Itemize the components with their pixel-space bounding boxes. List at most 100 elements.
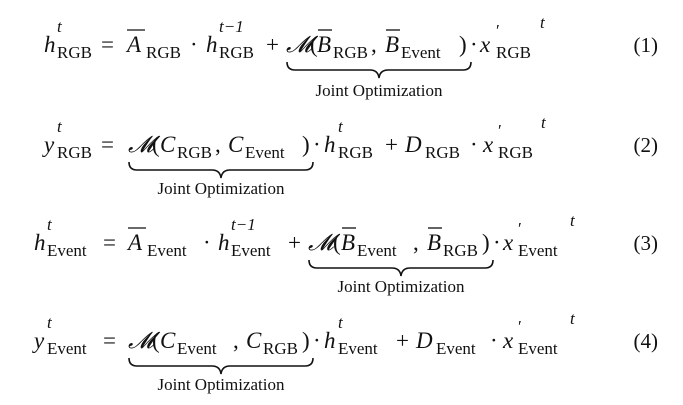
rgb-subscript: RGB [443,241,478,260]
d-symbol: D [404,132,422,157]
underbrace [286,61,472,79]
event-subscript: Event [147,241,187,260]
dot-operator: · [493,230,501,255]
event-subscript: Event [357,241,397,260]
b-symbol: B [385,32,399,57]
equals-sign: = [101,132,114,157]
prime-mark: ′ [496,21,500,40]
event-subscript: Event [518,241,558,260]
event-subscript: Event [231,241,271,260]
equation-1: h t RGB = A RGB · h t−1 RGB + 𝓜 ( B RGB … [0,0,683,100]
joint-optimization-label: Joint Optimization [315,81,443,100]
event-subscript: Event [177,339,217,358]
b-symbol: B [427,230,441,255]
left-paren: ( [152,132,160,157]
y-symbol: y [42,132,55,157]
rgb-subscript: RGB [219,43,254,62]
b-symbol: B [317,32,331,57]
dot-operator: · [313,328,321,353]
h-symbol: h [34,230,46,255]
h-symbol: h [44,32,56,57]
h-symbol: h [206,32,218,57]
t-superscript: t [338,313,344,332]
equation-2: y t RGB = 𝓜 ( C RGB , C Event ) · h t RG… [0,100,683,198]
equation-number: (2) [634,133,659,157]
joint-optimization-label: Joint Optimization [157,375,285,394]
plus-sign: + [396,328,409,353]
right-paren: ) [459,32,467,57]
a-symbol: A [126,230,143,255]
plus-sign: + [266,32,279,57]
underbrace [128,357,314,375]
h-symbol: h [218,230,230,255]
event-subscript: Event [436,339,476,358]
left-paren: ( [310,32,318,57]
t-minus-1-superscript: t−1 [231,215,256,234]
equation-1-svg: h t RGB = A RGB · h t−1 RGB + 𝓜 ( B RGB … [44,13,659,100]
t-superscript: t [47,313,53,332]
dot-operator: · [313,132,321,157]
d-symbol: D [415,328,433,353]
event-subscript: Event [401,43,441,62]
rgb-subscript: RGB [177,143,212,162]
x-symbol: x [502,328,514,353]
b-symbol: B [341,230,355,255]
a-symbol: A [125,32,142,57]
h-symbol: h [324,132,336,157]
right-paren: ) [302,328,310,353]
t-superscript: t [570,211,576,230]
t-superscript: t [47,215,53,234]
equation-4: y t Event = 𝓜 ( C Event , C RGB ) · h t … [0,296,683,394]
prime-mark: ′ [518,219,522,238]
dot-operator: · [470,132,478,157]
plus-sign: + [288,230,301,255]
equation-number: (1) [634,33,659,57]
rgb-subscript: RGB [146,43,181,62]
rgb-subscript: RGB [57,43,92,62]
event-subscript: Event [245,143,285,162]
event-subscript: Event [518,339,558,358]
comma: , [215,132,221,157]
equals-sign: = [103,328,116,353]
equation-number: (4) [634,329,659,353]
t-superscript: t [57,17,63,36]
dot-operator: · [490,328,498,353]
equation-number: (3) [634,231,659,255]
rgb-subscript: RGB [425,143,460,162]
dot-operator: · [470,32,478,57]
prime-mark: ′ [498,121,502,140]
dot-operator: · [190,32,198,57]
t-superscript: t [540,13,546,32]
c-symbol: C [160,328,176,353]
x-symbol: x [482,132,494,157]
joint-optimization-label: Joint Optimization [157,179,285,198]
event-subscript: Event [47,339,87,358]
x-symbol: x [479,32,491,57]
x-symbol: x [502,230,514,255]
rgb-subscript: RGB [498,143,533,162]
plus-sign: + [385,132,398,157]
right-paren: ) [302,132,310,157]
prime-mark: ′ [518,317,522,336]
underbrace [128,161,314,179]
dot-operator: · [203,230,211,255]
rgb-subscript: RGB [333,43,368,62]
h-symbol: h [324,328,336,353]
equation-3: h t Event = A Event · h t−1 Event + 𝓜 ( … [0,198,683,296]
joint-optimization-label: Joint Optimization [337,277,465,296]
rgb-subscript: RGB [496,43,531,62]
right-paren: ) [482,230,490,255]
equation-4-svg: y t Event = 𝓜 ( C Event , C RGB ) · h t … [32,309,659,394]
c-symbol: C [160,132,176,157]
c-symbol: C [246,328,262,353]
comma: , [233,328,239,353]
event-subscript: Event [47,241,87,260]
rgb-subscript: RGB [338,143,373,162]
rgb-subscript: RGB [263,339,298,358]
t-superscript: t [57,117,63,136]
y-symbol: y [32,328,45,353]
equation-2-svg: y t RGB = 𝓜 ( C RGB , C Event ) · h t RG… [42,113,659,198]
c-symbol: C [228,132,244,157]
t-superscript: t [570,309,576,328]
